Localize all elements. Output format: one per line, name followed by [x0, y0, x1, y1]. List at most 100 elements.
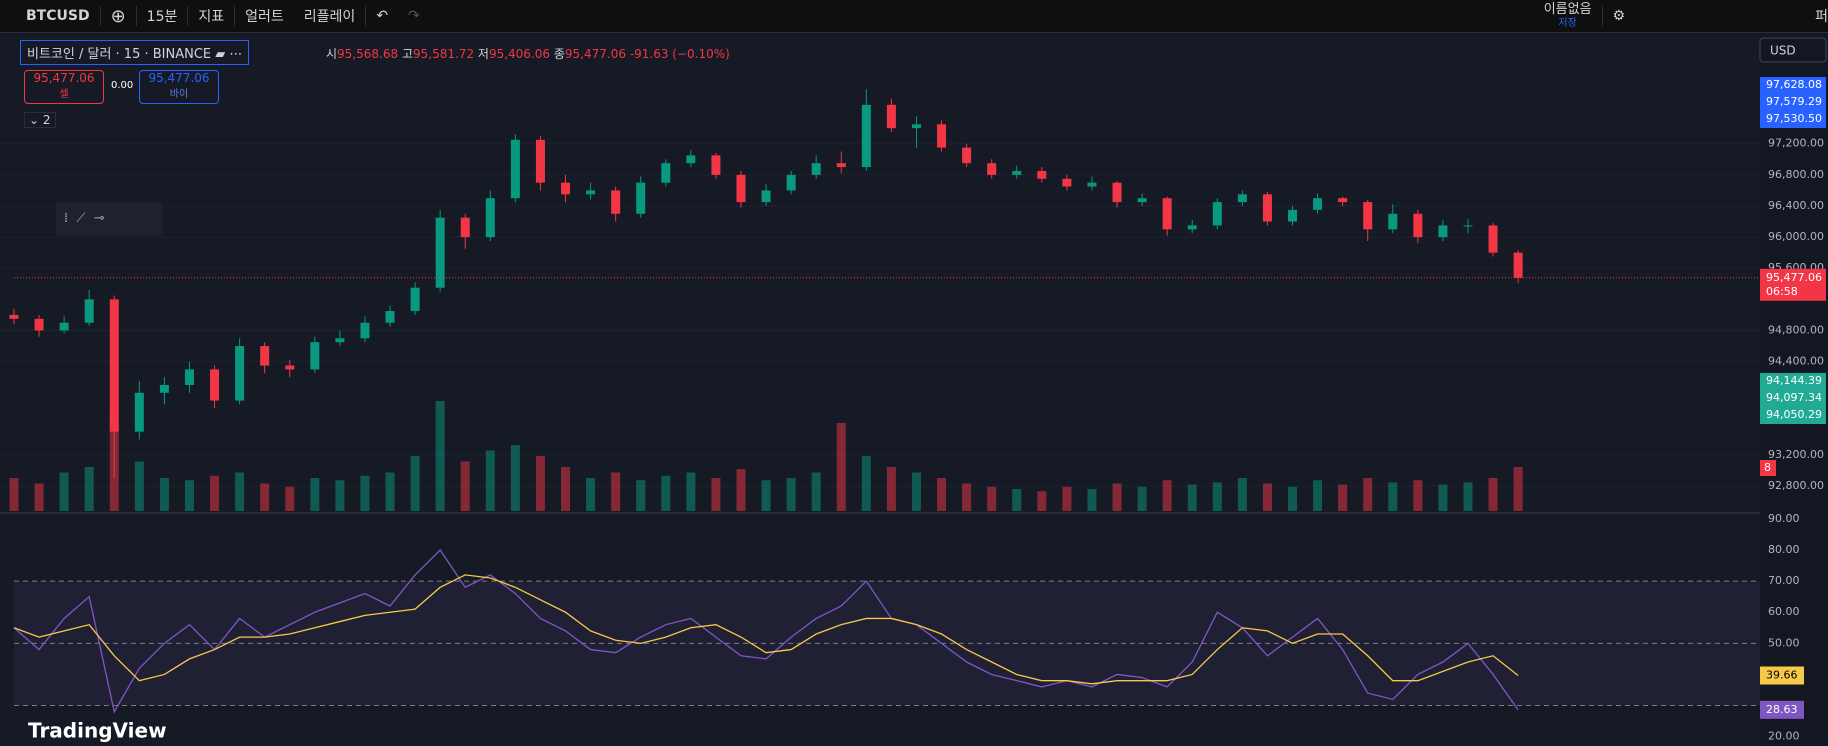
- candle: [385, 305, 395, 327]
- volume-bar: [886, 467, 896, 511]
- volume-badge: [1760, 460, 1776, 476]
- interval[interactable]: 15분: [146, 9, 178, 25]
- volume-bar: [561, 467, 571, 511]
- candle-body: [1212, 202, 1222, 226]
- candle: [962, 143, 972, 168]
- candle: [911, 116, 921, 148]
- drawing-toolbar[interactable]: ⁞ ⟋ ⊸: [56, 202, 162, 236]
- candle: [435, 209, 445, 292]
- undo[interactable]: ↶: [376, 8, 389, 24]
- candle: [686, 149, 696, 168]
- candle: [1338, 196, 1348, 206]
- candle-body: [1388, 213, 1398, 230]
- volume-bar: [1087, 489, 1097, 511]
- candle-body: [561, 182, 571, 195]
- candle: [535, 135, 545, 191]
- candle: [1237, 190, 1247, 206]
- rsi-badge: [1760, 700, 1804, 719]
- candle: [485, 190, 495, 242]
- volume-bar: [987, 486, 997, 511]
- candle: [1062, 174, 1072, 191]
- rsi-tick-label: 20.00: [1768, 730, 1800, 743]
- candle: [1262, 191, 1272, 226]
- candle-body: [1112, 182, 1122, 203]
- candle: [59, 316, 69, 334]
- candle-body: [661, 163, 671, 183]
- candle: [1288, 205, 1298, 226]
- candle-body: [736, 174, 746, 203]
- candle: [1463, 219, 1473, 234]
- y-tick-label: 92,800.00: [1768, 479, 1824, 492]
- candle-body: [1313, 198, 1323, 210]
- y-tick-label: 96,400.00: [1768, 199, 1824, 212]
- candle-body: [109, 299, 119, 432]
- tools[interactable]: ⚙: [1612, 8, 1626, 24]
- rsi-badge-label: 39.66: [1766, 669, 1798, 682]
- badge-blue: [1760, 94, 1826, 111]
- volume-bar: [761, 480, 771, 511]
- candle: [235, 338, 245, 405]
- sell-button[interactable]: 95,477.06 셀: [24, 70, 104, 104]
- volume-bar: [1212, 482, 1222, 511]
- collapse[interactable]: ⌄ 2: [24, 112, 56, 128]
- volume-bar: [911, 472, 921, 511]
- volume-bar: [1062, 486, 1072, 511]
- volume-bar: [611, 472, 621, 511]
- candle: [109, 295, 119, 479]
- buy-button[interactable]: 95,477.06 바이: [139, 70, 219, 104]
- volume-bar: [1363, 478, 1373, 511]
- symbol[interactable]: BTCUSD: [26, 8, 90, 24]
- candle: [1137, 193, 1147, 206]
- open: 95,568.68: [337, 47, 399, 61]
- candle-body: [385, 311, 395, 323]
- volume-bar: [711, 478, 721, 511]
- redo[interactable]: ↷: [408, 8, 420, 24]
- replay[interactable]: 리플레이: [303, 9, 356, 25]
- volume-bar: [435, 401, 445, 511]
- volume-bar: [210, 475, 220, 511]
- candle: [561, 174, 571, 203]
- candle-body: [1262, 194, 1272, 222]
- badge-blue-label: 97,530.50: [1766, 112, 1822, 125]
- candle-body: [435, 217, 445, 288]
- y-tick-label: 97,200.00: [1768, 137, 1824, 150]
- candle-body: [335, 338, 345, 343]
- candle-body: [711, 155, 721, 175]
- alert[interactable]: 얼러트: [245, 9, 284, 25]
- volume-bar: [9, 478, 19, 511]
- ohlc: 시95,568.68 고95,581.72 저95,406.06 종95,477…: [326, 45, 730, 62]
- volume-bar: [360, 475, 370, 511]
- volume-bar: [1488, 478, 1498, 511]
- indicators[interactable]: 지표: [198, 9, 225, 25]
- candle-body: [1187, 225, 1197, 230]
- low: 95,406.06: [488, 47, 551, 61]
- symbol-legend[interactable]: 비트코인 / 달러 · 15 · BINANCE ▰ ⋯: [20, 40, 250, 65]
- volume-bar: [34, 483, 44, 511]
- add[interactable]: ⊕: [110, 5, 126, 27]
- partial-button[interactable]: 퍼: [1815, 9, 1828, 25]
- rsi-tick-label: 50.00: [1768, 636, 1800, 649]
- badge-green: [1760, 373, 1826, 390]
- volume-bar: [661, 475, 671, 511]
- badge-blue: [1760, 77, 1826, 94]
- currency: USD: [1770, 44, 1796, 58]
- candle: [285, 360, 295, 378]
- close: 95,477.06: [564, 47, 626, 61]
- badge-blue: [1760, 111, 1826, 128]
- candle: [1037, 167, 1047, 183]
- candle: [711, 153, 721, 179]
- layout-name[interactable]: 이름없음 저장: [1544, 3, 1592, 30]
- candle: [1488, 223, 1498, 257]
- candle: [937, 120, 947, 152]
- toolbar: BTCUSD ⊕ 15분 지표 얼러트 리플레이 ↶ ↷ 이름없음 저장 ⚙ 퍼: [0, 0, 1828, 33]
- candle: [811, 155, 821, 179]
- candle-body: [937, 124, 947, 148]
- y-tick-label: 96,000.00: [1768, 230, 1824, 243]
- candle: [1513, 250, 1523, 284]
- volume-bar: [235, 472, 245, 511]
- volume-bar: [1288, 486, 1298, 511]
- currency-box[interactable]: [1759, 37, 1827, 63]
- y-tick-label: 94,800.00: [1768, 324, 1824, 337]
- candle-body: [460, 217, 470, 238]
